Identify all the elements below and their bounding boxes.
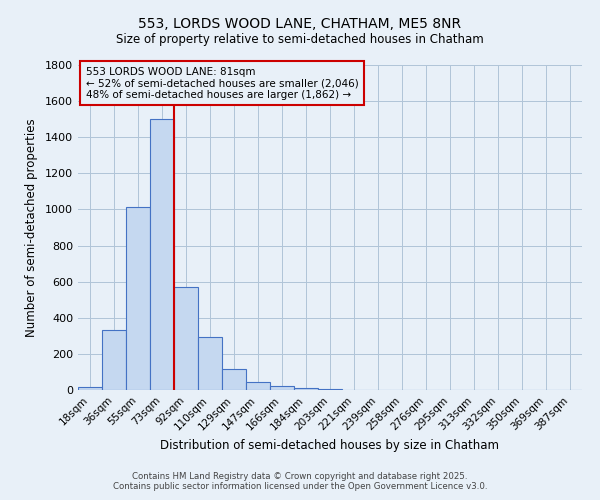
Text: Contains HM Land Registry data © Crown copyright and database right 2025.: Contains HM Land Registry data © Crown c… [132,472,468,481]
Bar [198,336,222,390]
Bar [174,287,198,390]
Bar [318,388,342,390]
Bar [270,386,294,390]
Bar [246,382,270,390]
Text: Contains public sector information licensed under the Open Government Licence v3: Contains public sector information licen… [113,482,487,491]
Bar [102,330,126,390]
Text: 553, LORDS WOOD LANE, CHATHAM, ME5 8NR: 553, LORDS WOOD LANE, CHATHAM, ME5 8NR [139,18,461,32]
Text: Size of property relative to semi-detached houses in Chatham: Size of property relative to semi-detach… [116,32,484,46]
Bar [222,369,246,390]
Bar [78,388,102,390]
X-axis label: Distribution of semi-detached houses by size in Chatham: Distribution of semi-detached houses by … [161,438,499,452]
Text: 553 LORDS WOOD LANE: 81sqm
← 52% of semi-detached houses are smaller (2,046)
48%: 553 LORDS WOOD LANE: 81sqm ← 52% of semi… [86,66,358,100]
Bar [150,119,174,390]
Bar [294,388,318,390]
Y-axis label: Number of semi-detached properties: Number of semi-detached properties [25,118,38,337]
Bar [126,206,150,390]
